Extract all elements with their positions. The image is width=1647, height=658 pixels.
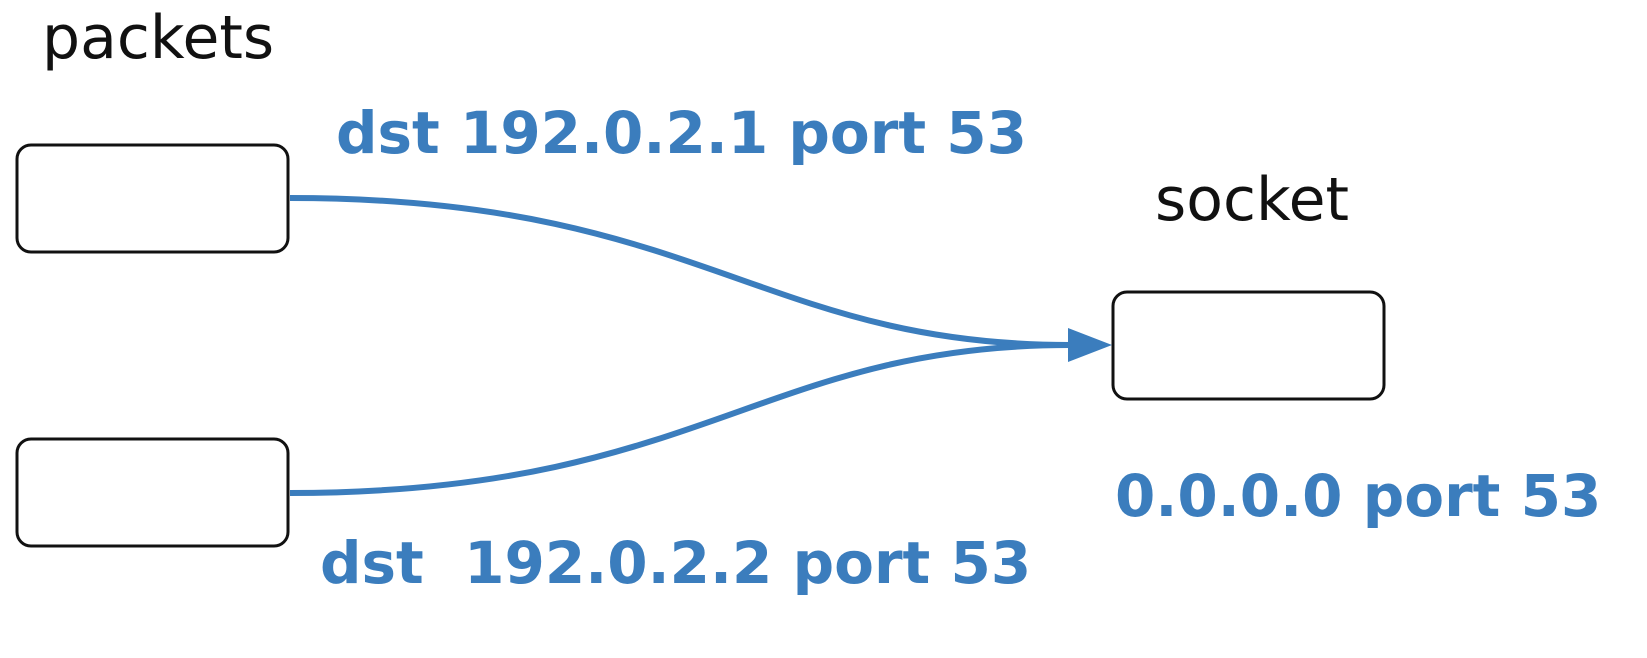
arrowhead-icon bbox=[1068, 328, 1112, 362]
socket-binding-label: 0.0.0.0 port 53 bbox=[1115, 462, 1601, 530]
socket-heading: socket bbox=[1155, 165, 1349, 235]
packet-box-1 bbox=[15, 143, 290, 254]
flow-label-1: dst 192.0.2.1 port 53 bbox=[336, 99, 1027, 167]
packet-box-2 bbox=[15, 437, 290, 548]
socket-box bbox=[1111, 290, 1386, 401]
flow-label-2: dst 192.0.2.2 port 53 bbox=[320, 529, 1031, 597]
flow-curve-1 bbox=[289, 195, 1071, 348]
packets-heading: packets bbox=[42, 3, 274, 73]
flow-curve-2 bbox=[289, 342, 1071, 496]
